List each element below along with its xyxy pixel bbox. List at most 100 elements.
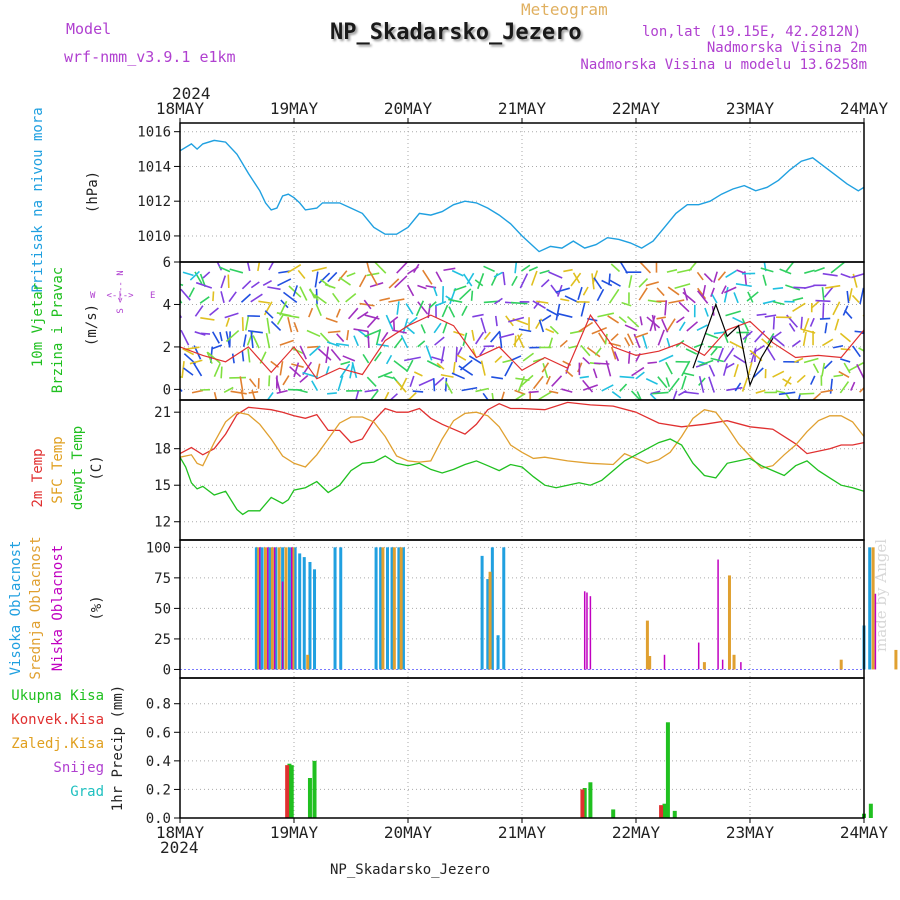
wind-barb [711,293,718,304]
wind-barb [366,272,380,277]
wind-barb [189,359,203,365]
wind-barb [364,329,380,338]
wind-barb [610,333,619,342]
wind-barb [717,271,726,281]
wind-barb [413,371,423,377]
lonlat-label: lon,lat (19.15E, 42.2812N) [642,24,862,40]
wind-barb [299,345,307,360]
wind-barb [619,383,628,392]
wind-barb [630,390,642,400]
wind-barb [708,376,716,393]
wind-barb [400,334,409,349]
wind-barb [213,362,221,377]
wind-barb [666,268,678,273]
cloud-bar [894,649,898,670]
wind-barb [265,332,271,349]
wind-barb [546,308,560,317]
wind-barb [796,374,806,384]
wind-barb [851,273,864,279]
pressure-ytick-label: 1014 [137,159,171,175]
wind-barb [705,332,719,339]
cloud-bar [270,547,274,670]
wind-barb [631,366,645,377]
wind-barb [471,329,475,341]
wind-barb [435,271,443,283]
cloud-bar [291,547,295,670]
cloud-bar [339,547,343,670]
clouds-ytick-label: 0 [163,662,171,678]
wind-barb [470,290,474,301]
wind-barb [417,284,427,290]
x-tick-label-top: 20MAY [384,99,433,118]
wind-barb [638,287,648,301]
x-tick-label-bottom: 24MAY [840,823,889,842]
wind-barb [240,390,245,400]
wind-barb [517,334,525,349]
temperature-ytick-label: 15 [154,478,171,494]
wind-barb [824,322,828,334]
precip-legend-label: Zaledj.Kisa [11,736,104,752]
wind-barb [822,302,825,319]
wind-barb [608,279,621,287]
pressure-ytick-label: 1016 [137,125,171,141]
wind-barb [823,286,834,298]
wind-barb [683,391,699,395]
cloud-bar [308,561,312,670]
wind-barb [396,262,409,274]
wind-barb [224,312,239,319]
wind-barb [406,284,415,297]
clouds-ytick-label: 50 [154,601,171,617]
wind-barb [351,362,358,378]
wind-speed-line [180,313,864,380]
wind-barb [710,347,718,356]
wind-barb [474,279,484,287]
wind-barb [247,348,251,363]
wind-barb [223,386,234,393]
wind-barb [510,301,528,305]
wind-barb [610,263,621,273]
wind-barb [668,299,685,304]
wind-barb [635,371,645,380]
wind-barb [440,373,454,378]
temp-dewpt-axis-title: dewpt Temp [70,426,86,510]
wind-barb [784,376,792,387]
wind-barb [696,324,708,332]
cloud-bar [293,547,297,670]
cloud-bar [868,547,872,670]
wind-barb [336,333,345,343]
wind-barb [268,262,275,271]
wind-barb [742,330,753,341]
wind-barb [683,372,695,377]
wind-barb [282,375,290,386]
wind-barb [839,332,852,343]
wind-barb [850,381,856,391]
wind-barb [395,380,407,393]
wind-barb [753,367,764,378]
wind-barb [220,291,225,304]
wind-barb [680,375,687,390]
cloud-bar [268,547,272,670]
wind-barb [406,359,414,373]
wind-barb [339,276,351,286]
wind-barb [250,281,260,289]
wind-barb [264,310,274,319]
wind-barb [764,314,777,318]
wind-barb [772,370,785,378]
wind-barb [814,266,825,273]
wind-barb [441,304,449,318]
wind-barb [195,281,213,289]
x-tick-label-bottom: 18MAY [156,823,205,842]
wind-barb [408,316,418,326]
wind-barb [621,301,632,307]
wind-barb [248,378,257,388]
wind-barb [540,279,550,288]
wind-barb [220,275,227,289]
precip-axis-title: 1hr Precip (mm) [110,685,126,811]
wind-barb [340,360,351,366]
wind-barb [652,391,669,395]
wind-barb [710,287,715,297]
wind-barb [520,264,531,272]
wind-barb [560,298,570,302]
wind-barb [389,316,399,324]
wind-barb [760,267,774,273]
